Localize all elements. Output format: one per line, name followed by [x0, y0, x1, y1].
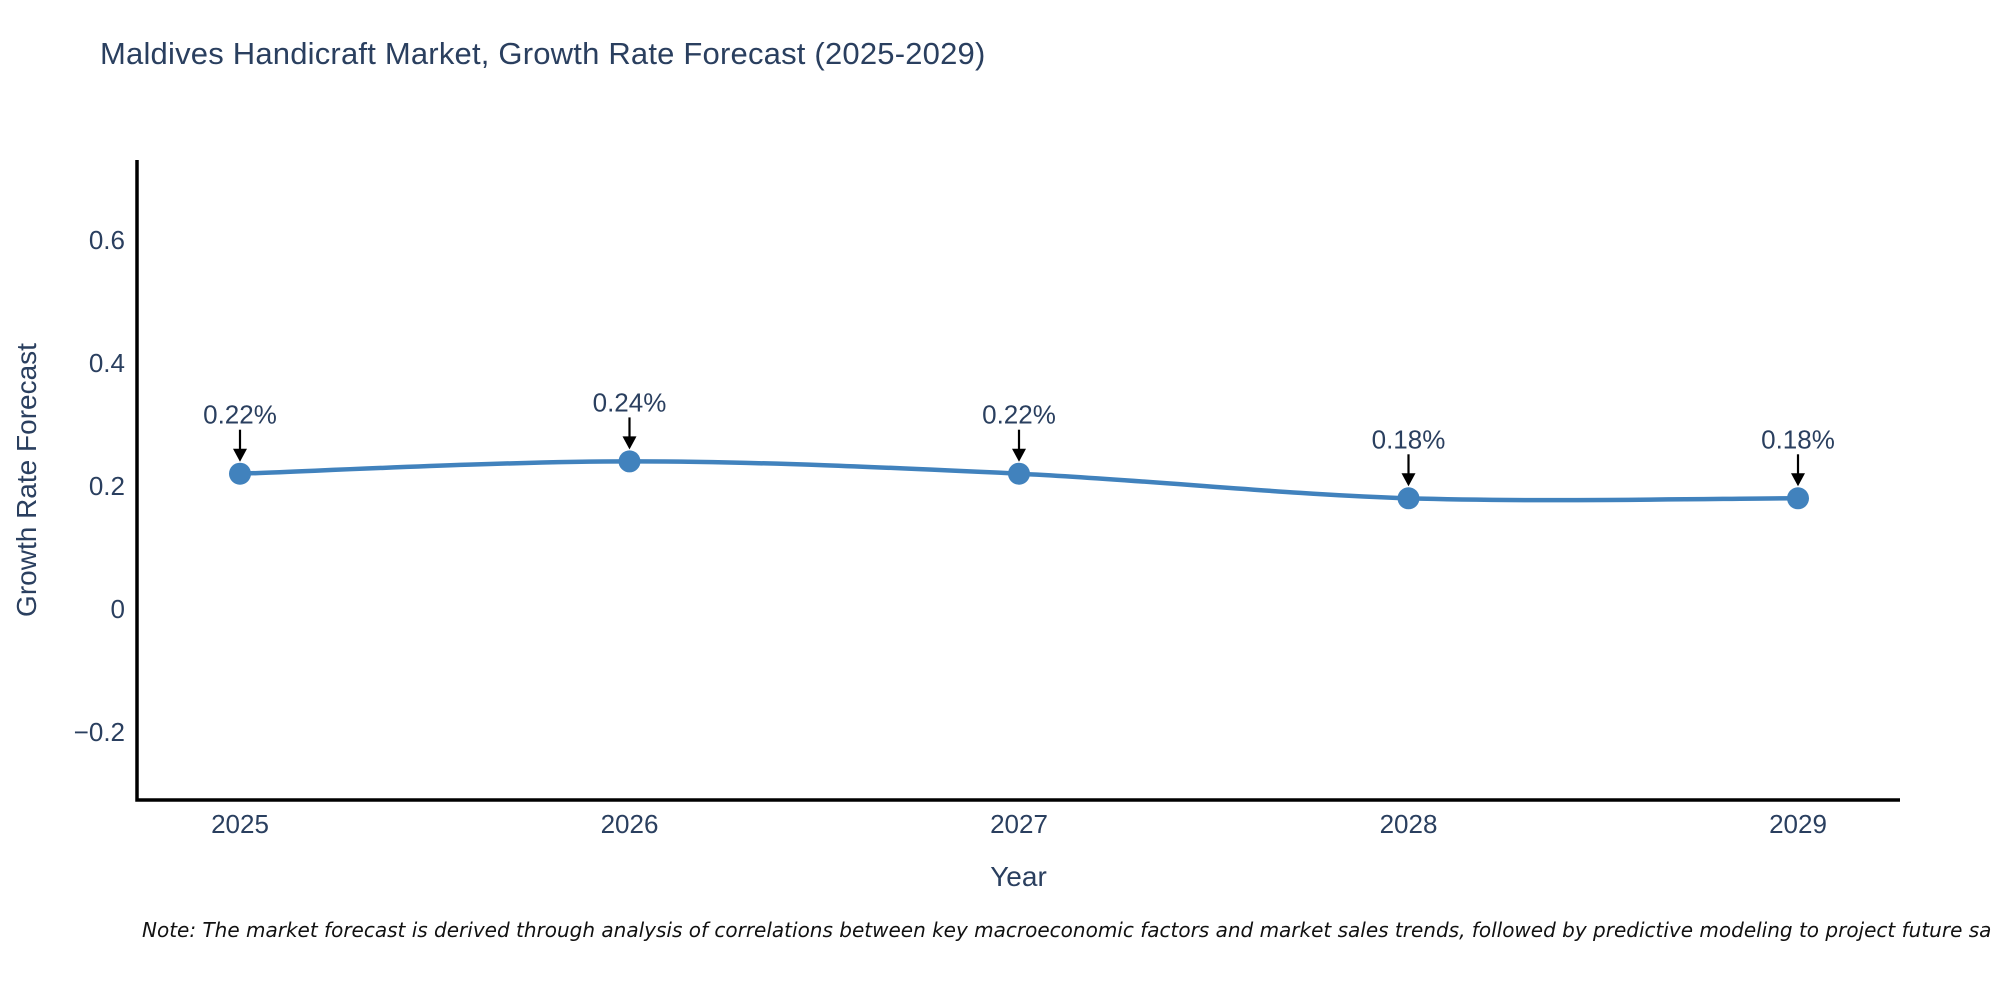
data-point-marker [1787, 487, 1809, 510]
annotation-arrow-head [1401, 473, 1416, 487]
annotation-arrow-head [622, 436, 637, 450]
y-axis-title: Growth Rate Forecast [11, 343, 42, 617]
x-tick-label: 2029 [1769, 809, 1827, 839]
x-tick-label: 2026 [601, 809, 659, 839]
x-axis-tick-labels: 2025 2026 2027 2028 2029 [211, 809, 1827, 839]
point-value-label: 0.22% [203, 400, 277, 430]
point-annotations: 0.22% 0.24% 0.22% 0.18% 0.18% [203, 387, 1835, 487]
y-tick-label: −0.2 [74, 717, 125, 747]
point-value-label: 0.24% [593, 387, 667, 417]
x-tick-label: 2028 [1380, 809, 1438, 839]
data-point-marker [1008, 462, 1030, 485]
point-value-label: 0.18% [1761, 424, 1835, 454]
x-tick-label: 2025 [211, 809, 269, 839]
x-axis-title: Year [990, 861, 1047, 892]
point-value-label: 0.18% [1372, 424, 1446, 454]
data-series [229, 450, 1809, 510]
y-tick-label: 0.2 [89, 471, 125, 501]
x-tick-label: 2027 [990, 809, 1048, 839]
annotation-arrow-head [1791, 473, 1805, 487]
data-point-marker [1397, 487, 1420, 510]
point-value-label: 0.22% [982, 400, 1056, 430]
y-axis-tick-labels: 0.6 0.4 0.2 0 −0.2 [74, 225, 125, 747]
y-tick-label: 0.4 [89, 348, 125, 378]
annotation-arrow-head [1012, 448, 1026, 462]
axes [135, 160, 1900, 802]
y-tick-label: 0.6 [89, 225, 125, 255]
footnote: Note: The market forecast is derived thr… [142, 918, 1992, 942]
y-tick-label: 0 [111, 594, 125, 624]
annotation-arrow-head [233, 448, 247, 462]
axis-spines [135, 160, 1900, 802]
data-point-marker [618, 450, 641, 473]
data-point-marker [229, 462, 251, 485]
axis-titles: Year Growth Rate Forecast [11, 343, 1047, 892]
chart-title: Maldives Handicraft Market, Growth Rate … [100, 36, 986, 71]
